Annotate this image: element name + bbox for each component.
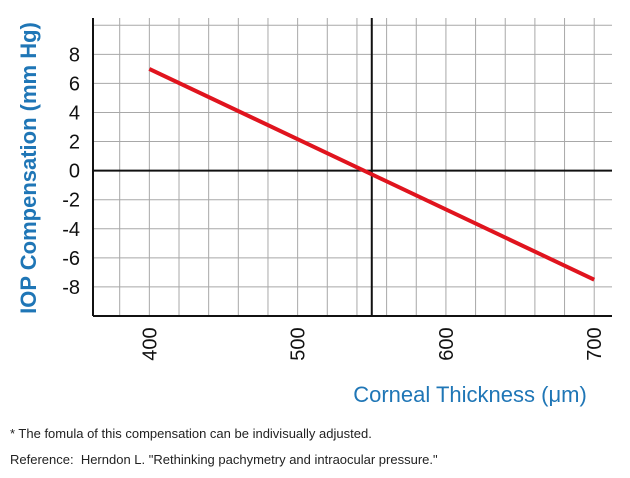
y-tick-label: 2 [69, 132, 80, 154]
series-line [148, 67, 596, 282]
y-tick-label: -6 [62, 248, 80, 270]
x-axis-label: Corneal Thickness (μm) [353, 382, 587, 407]
y-tick-label: -4 [62, 219, 80, 241]
x-tick-labels: 400 500 600 700 [139, 327, 606, 360]
x-tick-label: 400 [139, 327, 161, 360]
x-tick-label: 600 [436, 327, 458, 360]
y-tick-label: -2 [62, 190, 80, 212]
y-tick-label: 0 [69, 161, 80, 183]
y-tick-label: 4 [69, 102, 80, 124]
footnote: * The fomula of this compensation can be… [10, 426, 372, 441]
axes [92, 18, 612, 317]
x-tick-label: 700 [584, 327, 606, 360]
reference-note: Reference: Herndon L. "Rethinking pachym… [10, 452, 438, 467]
chart: 8 6 4 2 0 -2 -4 -6 -8 400 500 600 700 IOP Compensat… [16, 18, 612, 407]
series [148, 67, 596, 282]
y-tick-label: 8 [69, 44, 80, 66]
y-axis-label: IOP Compensation (mm Hg) [16, 22, 41, 314]
y-tick-label: -8 [62, 277, 80, 299]
y-tick-labels: 8 6 4 2 0 -2 -4 -6 -8 [62, 44, 80, 299]
x-tick-label: 500 [288, 327, 310, 360]
y-tick-label: 6 [69, 73, 80, 95]
